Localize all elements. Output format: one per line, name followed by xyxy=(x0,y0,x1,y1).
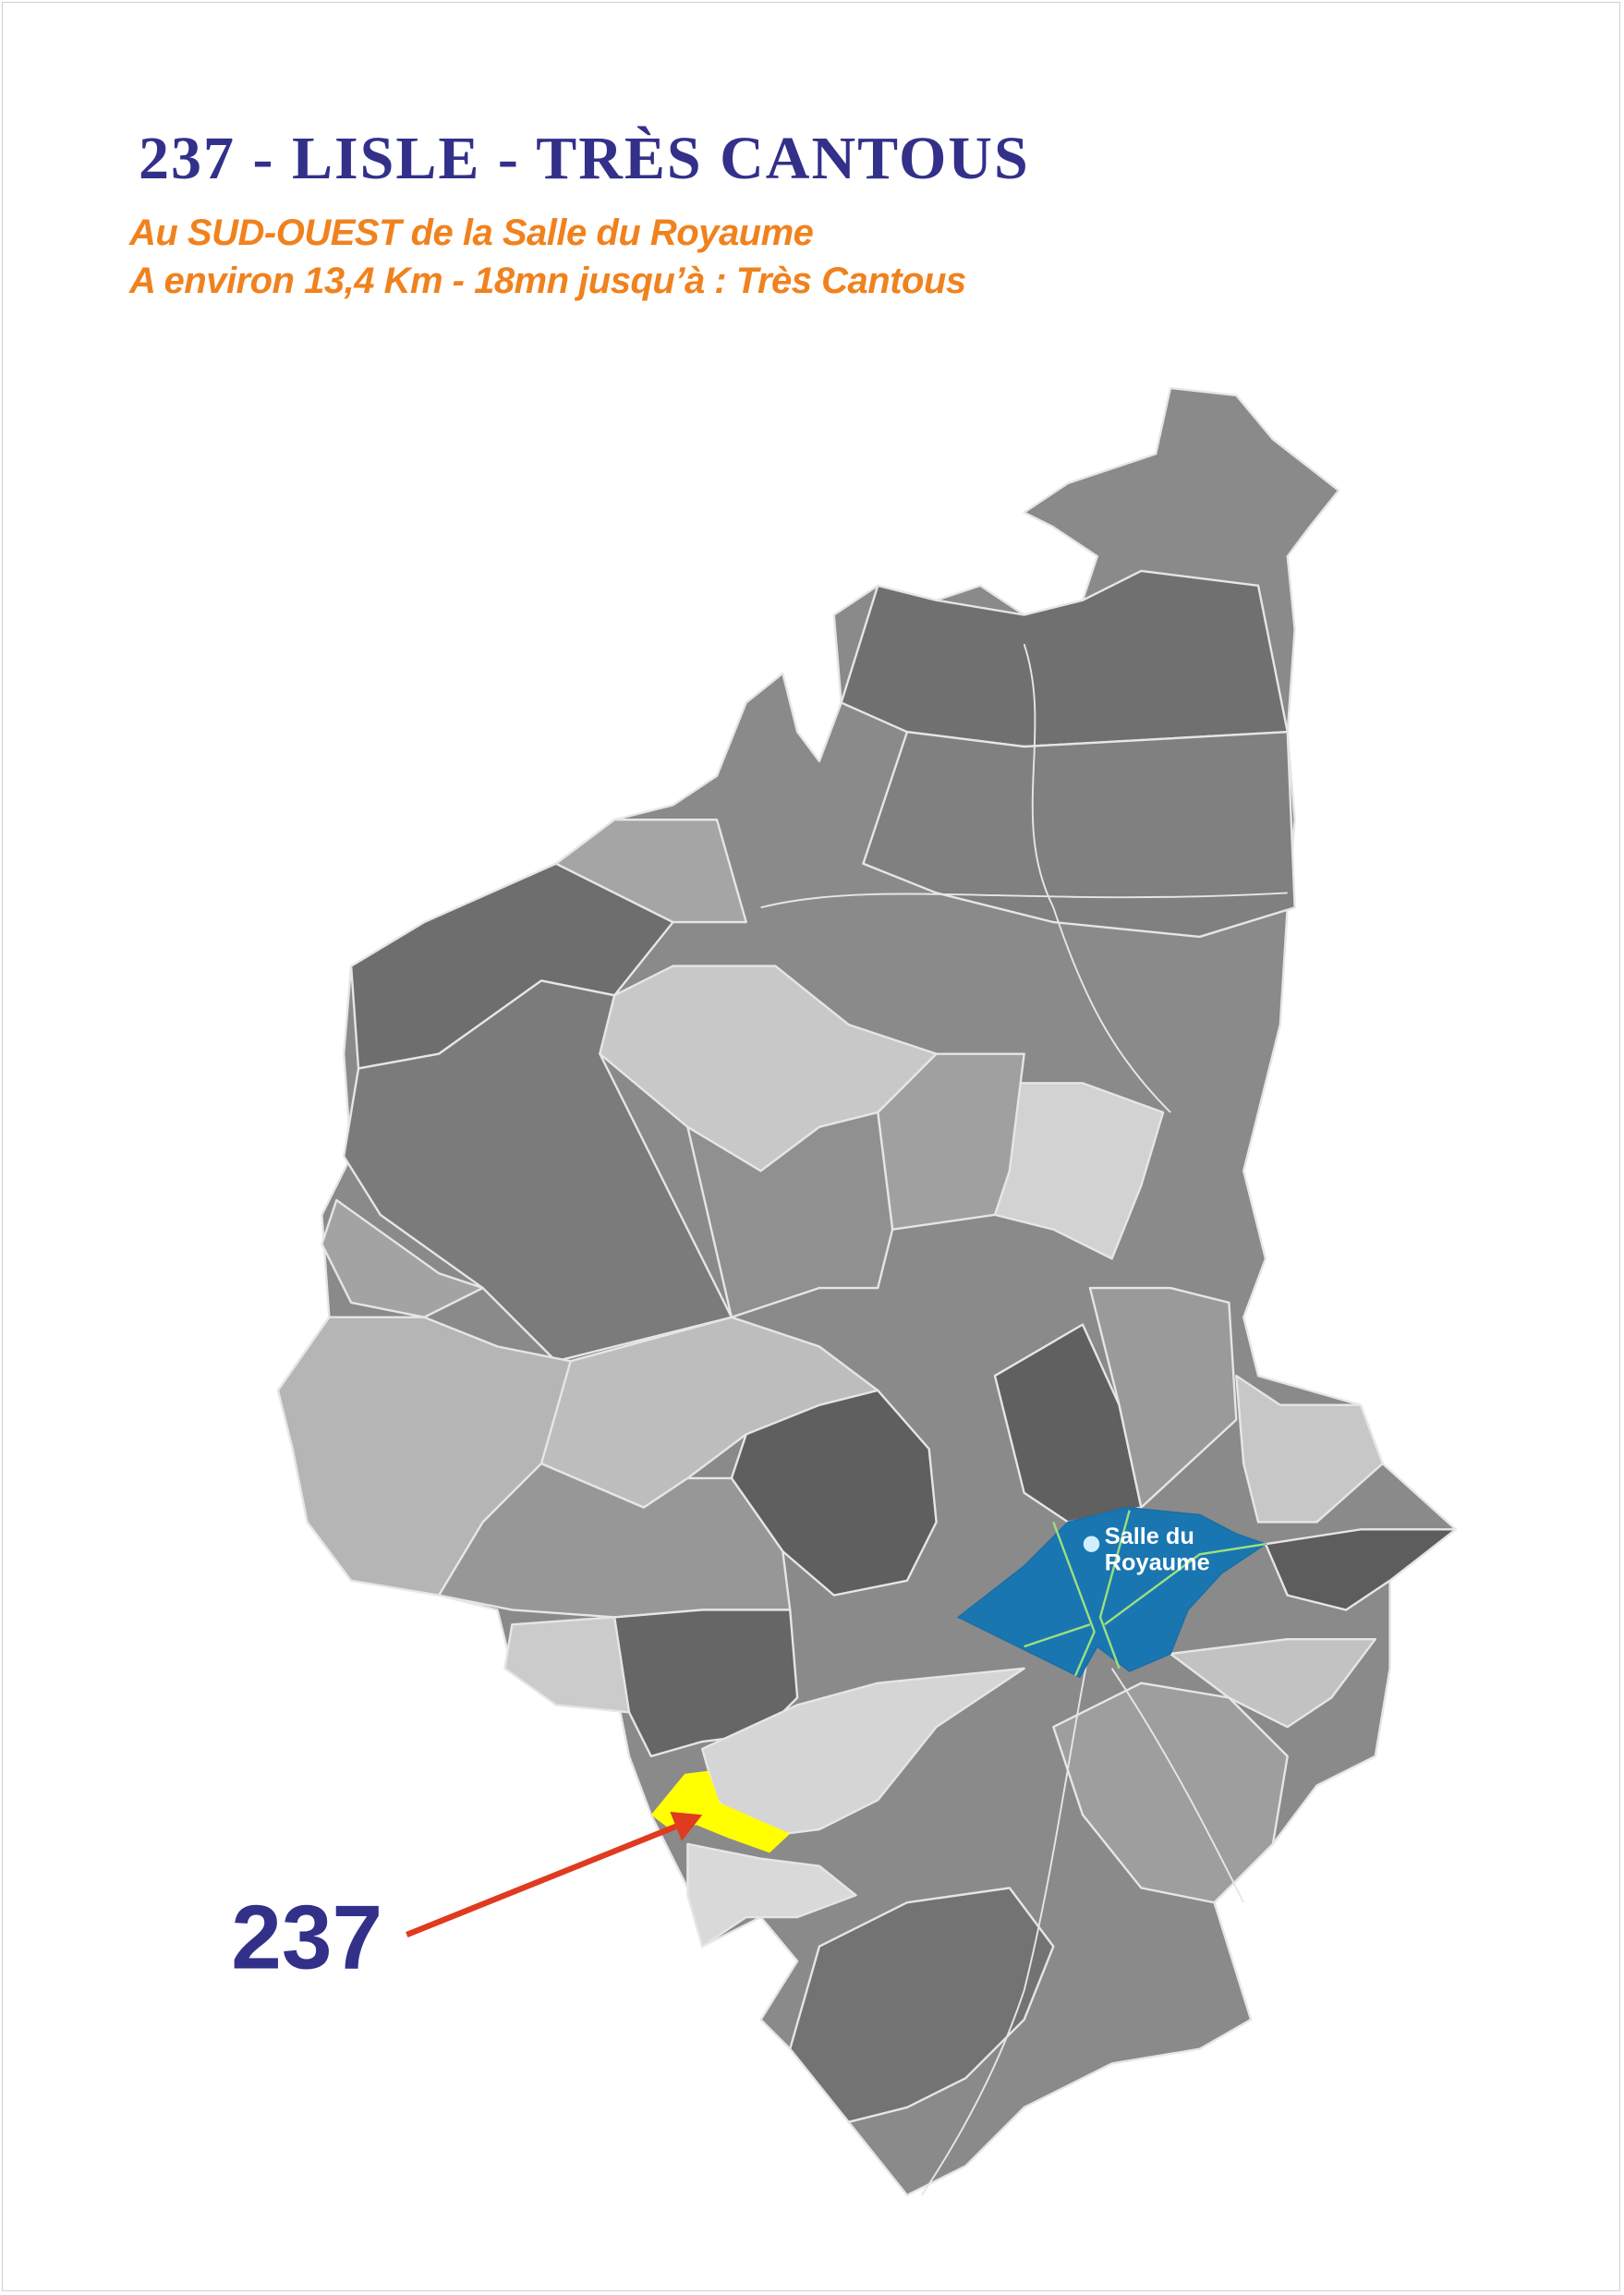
pointer-arrow xyxy=(406,1823,677,1938)
direction-text: Au SUD-OUEST de la Salle du Royaume xyxy=(129,212,814,253)
region xyxy=(686,1111,894,1318)
region xyxy=(1264,1528,1458,1611)
distance-text: A environ 13,4 Km - 18mn jusqu’à : Très … xyxy=(129,261,966,301)
road xyxy=(1098,1510,1131,1670)
region xyxy=(1088,1286,1238,1509)
salle-du-royaume-region xyxy=(956,1506,1267,1679)
road xyxy=(1110,1668,1245,1903)
road xyxy=(920,1645,1091,2196)
place-label-line1: Salle du xyxy=(1105,1524,1194,1549)
region xyxy=(993,1082,1165,1260)
region xyxy=(840,569,1289,748)
region xyxy=(1169,1637,1376,1729)
salle-du-royaume-marker xyxy=(1083,1536,1100,1552)
region xyxy=(686,1842,857,1948)
region xyxy=(862,731,1296,939)
territory-number-label: 237 xyxy=(231,1887,382,1988)
road xyxy=(760,892,1288,909)
region xyxy=(1052,1682,1289,1904)
road xyxy=(1104,1543,1266,1626)
road xyxy=(1052,1522,1096,1677)
road xyxy=(1023,643,1171,1113)
region xyxy=(789,1887,1055,2123)
region xyxy=(1235,1374,1384,1524)
road xyxy=(1024,1623,1091,1648)
page-title: 237 - LISLE - TRÈS CANTOUS xyxy=(139,125,1030,192)
region xyxy=(554,819,747,924)
arrow-head-icon xyxy=(670,1812,703,1841)
region xyxy=(437,1462,792,1619)
territory-237-highlight xyxy=(650,1770,791,1853)
place-label-line2: Royaume xyxy=(1105,1550,1210,1576)
